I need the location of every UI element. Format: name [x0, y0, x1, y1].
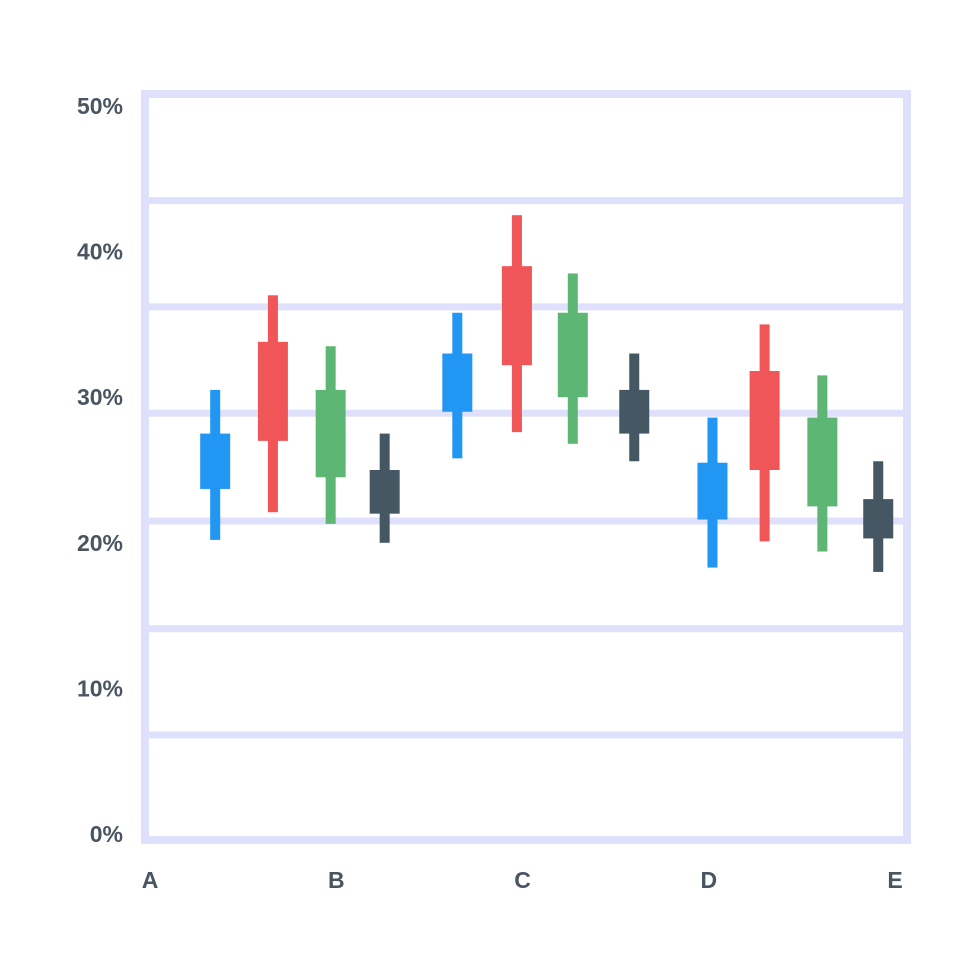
- candle-2: [257, 295, 288, 513]
- candle-body: [557, 312, 588, 398]
- y-tick-label: 30%: [77, 384, 123, 410]
- x-tick-label: B: [328, 867, 345, 893]
- y-axis-tick-labels: 0% 10% 20% 30% 40% 50%: [77, 93, 123, 847]
- y-tick-label: 40%: [77, 239, 123, 265]
- candle-body: [257, 341, 288, 441]
- plot-frame: [141, 90, 911, 844]
- candle-4: [369, 433, 400, 543]
- y-tick-label: 50%: [77, 93, 123, 119]
- candle-body: [501, 266, 532, 366]
- candle-10: [749, 324, 780, 542]
- candle-9: [697, 417, 728, 568]
- candle-7: [557, 273, 588, 444]
- x-axis-tick-labels: A B C D E: [142, 867, 903, 893]
- candle-1: [200, 389, 231, 540]
- candle-body: [442, 353, 473, 412]
- y-tick-label: 20%: [77, 530, 123, 556]
- x-tick-label: A: [142, 867, 159, 893]
- candle-3: [315, 346, 346, 524]
- x-tick-label: E: [887, 867, 902, 893]
- candle-body: [807, 417, 838, 507]
- candle-12: [863, 461, 894, 572]
- candle-5: [442, 312, 473, 459]
- candle-body: [369, 470, 400, 514]
- candle-body: [749, 370, 780, 470]
- candle-6: [501, 215, 532, 433]
- candle-11: [807, 375, 838, 552]
- candle-body: [863, 499, 894, 539]
- candles: [200, 215, 894, 572]
- candle-body: [619, 389, 650, 434]
- y-tick-label: 10%: [77, 675, 123, 701]
- candle-body: [315, 389, 346, 478]
- x-tick-label: D: [700, 867, 717, 893]
- candle-body: [200, 433, 231, 489]
- x-tick-label: C: [514, 867, 531, 893]
- candle-body: [697, 462, 728, 520]
- y-tick-label: 0%: [90, 821, 123, 847]
- candle-8: [619, 353, 650, 462]
